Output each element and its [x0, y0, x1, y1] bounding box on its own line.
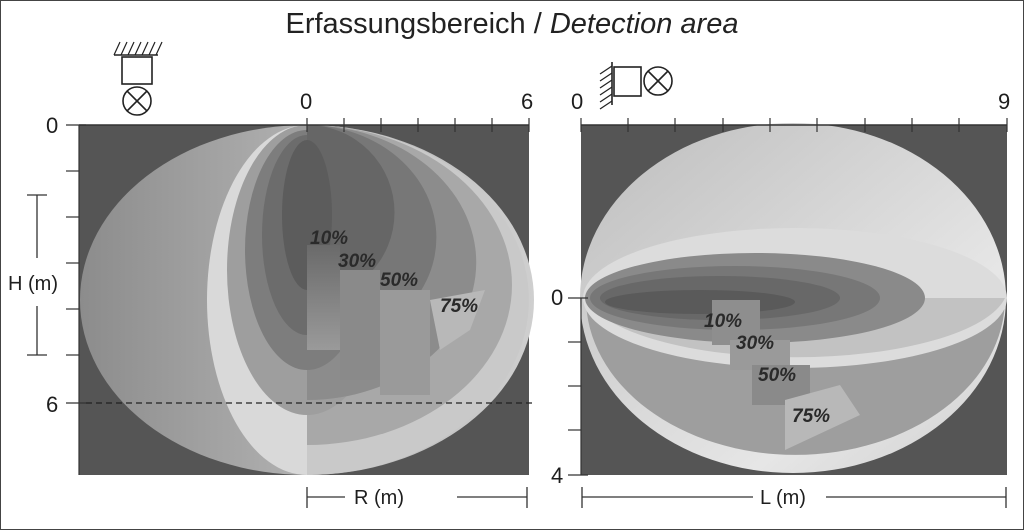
right-cutaway-step-1 — [712, 300, 760, 345]
right-cutaway-step-4 — [785, 385, 860, 450]
right-zone-label-75: 75% — [792, 406, 830, 427]
wall-mount-sensor-icon — [599, 62, 673, 110]
r-axis-end: 6 — [521, 89, 533, 114]
left-zone-label-10: 10% — [310, 228, 348, 249]
h-dimension-bracket — [27, 194, 47, 356]
h-axis-ticks — [66, 124, 86, 404]
left-zone-label-30: 30% — [338, 251, 376, 272]
cutaway-step-3 — [380, 290, 430, 395]
right-zone-label-30: 30% — [736, 333, 774, 354]
l-dimension-bracket — [581, 487, 1007, 508]
zone-10-plate — [605, 290, 795, 314]
ceiling-mount-sensor-icon — [113, 41, 163, 116]
r-dimension-bracket — [306, 487, 528, 508]
left-zone-label-75: 75% — [440, 296, 478, 317]
right-h-axis-ticks — [568, 297, 588, 476]
figure-title: Erfassungsbereich / Detection area — [0, 8, 1024, 41]
right-zone-label-50: 50% — [758, 365, 796, 386]
right-panel: 10% 30% 50% 75% 0 9 0 4 — [551, 62, 1010, 509]
r-axis-start: 0 — [300, 89, 312, 114]
title-german: Erfassungsbereich — [285, 8, 526, 40]
l-axis-end: 9 — [998, 89, 1010, 114]
title-english: Detection area — [549, 8, 739, 40]
right-zone-label-10: 10% — [704, 311, 742, 332]
r-axis-label: R (m) — [354, 487, 404, 509]
right-cutaway-step-2 — [730, 340, 790, 370]
h-axis-start: 0 — [46, 113, 58, 138]
l-axis-ticks — [580, 118, 1008, 132]
r-axis-ticks — [306, 118, 530, 132]
right-cutaway-step-3 — [752, 365, 810, 405]
h-axis-mark: 6 — [46, 392, 58, 417]
title-separator: / — [525, 8, 550, 40]
left-panel: 10% 30% 50% 75% 0 6 0 6 — [8, 41, 535, 509]
l-axis-start: 0 — [571, 89, 583, 114]
cutaway-step-2 — [340, 270, 380, 380]
h-axis-label: H (m) — [8, 273, 58, 295]
cutaway-step-4 — [430, 290, 485, 350]
right-h-axis-end: 4 — [551, 463, 563, 488]
cutaway-step-1 — [307, 245, 340, 350]
l-axis-label: L (m) — [760, 487, 806, 509]
left-zone-label-50: 50% — [380, 270, 418, 291]
right-h-axis-zero: 0 — [551, 285, 563, 310]
